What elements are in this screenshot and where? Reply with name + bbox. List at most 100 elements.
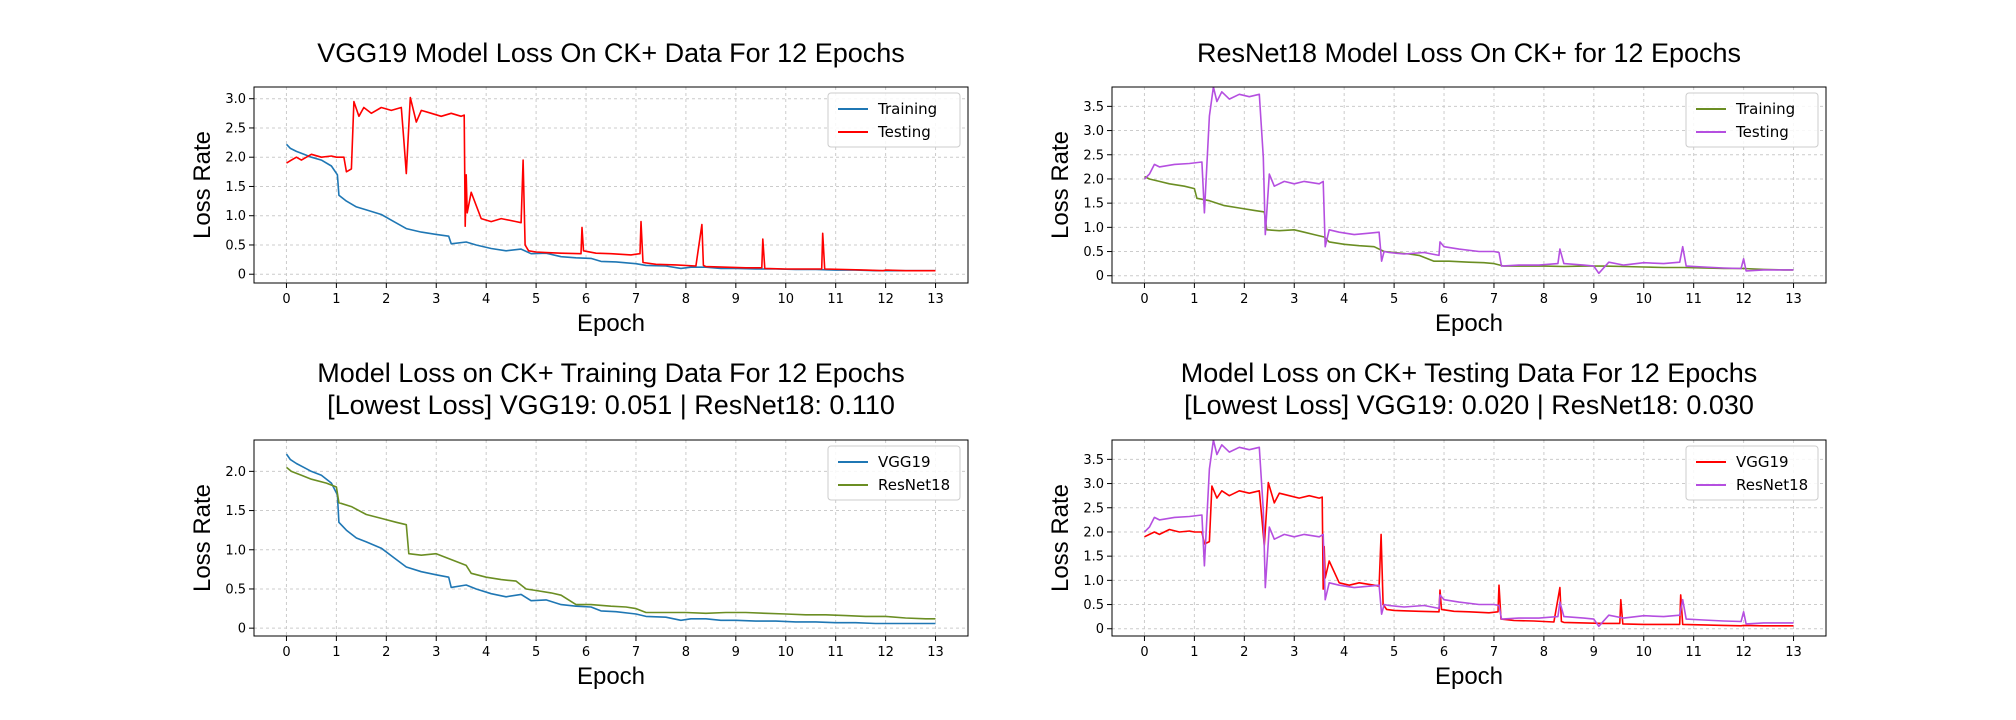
plot-frame (253, 86, 969, 284)
x-axis-label: Epoch (1435, 310, 1503, 337)
x-tick-label: 0 (1140, 645, 1148, 660)
legend-label-training: Training (877, 100, 937, 118)
x-tick-label: 6 (1440, 645, 1448, 660)
y-tick-label: 0 (1096, 622, 1104, 637)
x-tick-label: 4 (1340, 292, 1348, 307)
x-tick-label: 7 (1490, 645, 1498, 660)
x-tick-label: 3 (1290, 645, 1298, 660)
legend-label-resnet18: ResNet18 (878, 476, 950, 494)
y-axis-label: Loss Rate (1047, 131, 1074, 239)
legend-label-resnet18: ResNet18 (1736, 476, 1808, 494)
y-tick-label: 1.0 (1083, 221, 1104, 236)
x-tick-label: 6 (1440, 292, 1448, 307)
x-tick-label: 5 (1390, 292, 1398, 307)
series-line-vgg19 (285, 453, 936, 625)
x-tick-label: 0 (282, 292, 290, 307)
chart-panel-2: ResNet18 Model Loss On CK+ for 12 Epochs… (1047, 38, 1827, 337)
x-tick-label: 7 (632, 292, 640, 307)
y-tick-label: 0.5 (1083, 245, 1104, 260)
y-tick-label: 3.5 (1083, 100, 1104, 115)
x-tick-label: 13 (927, 292, 944, 307)
y-tick-label: 3.0 (1083, 124, 1104, 139)
x-tick-label: 13 (1785, 645, 1802, 660)
x-tick-label: 1 (332, 645, 340, 660)
x-tick-label: 12 (1735, 292, 1752, 307)
x-tick-label: 0 (282, 645, 290, 660)
chart-title-line: Model Loss on CK+ Training Data For 12 E… (317, 358, 905, 388)
x-tick-label: 5 (532, 292, 540, 307)
legend-label-testing: Testing (877, 123, 931, 141)
y-tick-label: 1.0 (1083, 574, 1104, 589)
x-tick-label: 5 (532, 645, 540, 660)
y-axis-label: Loss Rate (1047, 484, 1074, 592)
x-tick-label: 6 (582, 292, 590, 307)
y-tick-label: 1.5 (225, 180, 246, 195)
x-tick-label: 11 (1685, 645, 1702, 660)
chart-title-line: VGG19 Model Loss On CK+ Data For 12 Epoc… (317, 38, 905, 68)
x-tick-label: 11 (1685, 292, 1702, 307)
series-line-resnet18 (285, 466, 936, 620)
legend-label-training: Training (1735, 100, 1795, 118)
y-tick-label: 2.0 (1083, 525, 1104, 540)
x-tick-label: 2 (382, 645, 390, 660)
x-tick-label: 4 (482, 645, 490, 660)
x-tick-label: 8 (1540, 645, 1548, 660)
x-tick-label: 3 (1290, 292, 1298, 307)
x-tick-label: 4 (1340, 645, 1348, 660)
x-tick-label: 2 (1240, 645, 1248, 660)
y-tick-label: 3.5 (1083, 453, 1104, 468)
legend: VGG19 ResNet18 (1685, 445, 1819, 501)
x-tick-label: 0 (1140, 292, 1148, 307)
x-tick-label: 1 (1190, 292, 1198, 307)
y-tick-label: 3.0 (1083, 477, 1104, 492)
x-tick-label: 13 (1785, 292, 1802, 307)
x-tick-label: 3 (432, 645, 440, 660)
x-tick-label: 9 (1590, 645, 1598, 660)
x-tick-label: 12 (1735, 645, 1752, 660)
y-tick-label: 2.0 (225, 465, 246, 480)
legend-label-vgg19: VGG19 (1736, 453, 1789, 471)
x-tick-label: 10 (1635, 645, 1652, 660)
x-tick-label: 10 (777, 645, 794, 660)
x-tick-label: 9 (732, 292, 740, 307)
legend-box (827, 92, 961, 148)
x-tick-label: 2 (1240, 292, 1248, 307)
y-tick-label: 0 (238, 622, 246, 637)
x-tick-label: 3 (432, 292, 440, 307)
legend-box (827, 445, 961, 501)
x-tick-label: 11 (827, 645, 844, 660)
y-tick-label: 1.0 (225, 209, 246, 224)
legend: VGG19 ResNet18 (827, 445, 961, 501)
x-tick-label: 4 (482, 292, 490, 307)
x-axis-label: Epoch (577, 663, 645, 690)
x-tick-label: 8 (682, 645, 690, 660)
y-tick-label: 0.5 (225, 238, 246, 253)
x-tick-label: 11 (827, 292, 844, 307)
chart-title-line: [Lowest Loss] VGG19: 0.051 | ResNet18: 0… (327, 390, 895, 420)
legend: Training Testing (827, 92, 961, 148)
legend: Training Testing (1685, 92, 1819, 148)
legend-label-testing: Testing (1735, 123, 1789, 141)
x-tick-label: 8 (682, 292, 690, 307)
chart-title-line: [Lowest Loss] VGG19: 0.020 | ResNet18: 0… (1184, 390, 1754, 420)
x-tick-label: 12 (877, 292, 894, 307)
y-tick-label: 1.5 (225, 504, 246, 519)
x-tick-label: 8 (1540, 292, 1548, 307)
series-line-training (1144, 175, 1794, 271)
chart-panel-4: Model Loss on CK+ Testing Data For 12 Ep… (1047, 358, 1827, 690)
y-tick-label: 2.0 (225, 151, 246, 166)
y-tick-label: 0.5 (225, 582, 246, 597)
series-line-testing (286, 96, 936, 272)
y-tick-label: 3.0 (225, 92, 246, 107)
series-line-training (285, 143, 936, 272)
series-line-testing (1143, 87, 1794, 275)
y-tick-label: 1.0 (225, 543, 246, 558)
x-tick-label: 1 (1190, 645, 1198, 660)
plot-frame (253, 439, 969, 637)
x-axis-label: Epoch (1435, 663, 1503, 690)
x-tick-label: 9 (732, 645, 740, 660)
x-tick-label: 6 (582, 645, 590, 660)
y-axis-label: Loss Rate (189, 131, 216, 239)
x-tick-label: 5 (1390, 645, 1398, 660)
